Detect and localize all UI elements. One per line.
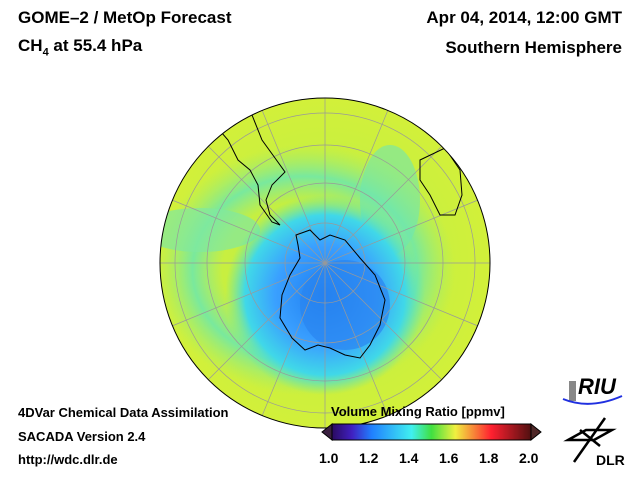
region-label: Southern Hemisphere <box>445 38 622 57</box>
colorbar <box>321 422 542 442</box>
species-label: CH4 at 55.4 hPa <box>18 36 142 58</box>
instrument-title: GOME–2 / MetOp Forecast <box>18 8 232 27</box>
colorbar-tick: 1.2 <box>359 450 379 466</box>
riu-logo-mark <box>562 381 623 405</box>
colorbar-tick: 1.4 <box>399 450 419 466</box>
graticule <box>160 98 490 428</box>
colorbar-tick: 1.8 <box>479 450 499 466</box>
species-rest: at 55.4 hPa <box>48 36 143 55</box>
riu-logo-text: RIU <box>578 374 616 399</box>
colorbar-tick: 2.0 <box>519 450 539 466</box>
colorbar-tick: 1.6 <box>439 450 459 466</box>
species-sub: 4 <box>42 46 49 59</box>
footer-line2: SACADA Version 2.4 <box>18 429 146 444</box>
colorbar-tick: 1.0 <box>319 450 339 466</box>
species-main: CH <box>18 36 43 55</box>
dlr-logo-mark <box>563 417 617 463</box>
datetime-label: Apr 04, 2014, 12:00 GMT <box>426 8 622 27</box>
footer-line1: 4DVar Chemical Data Assimilation <box>18 405 229 420</box>
footer-url[interactable]: http://wdc.dlr.de <box>18 452 118 467</box>
dlr-logo-text: DLR <box>596 452 625 468</box>
colorbar-title: Volume Mixing Ratio [ppmv] <box>331 404 505 419</box>
